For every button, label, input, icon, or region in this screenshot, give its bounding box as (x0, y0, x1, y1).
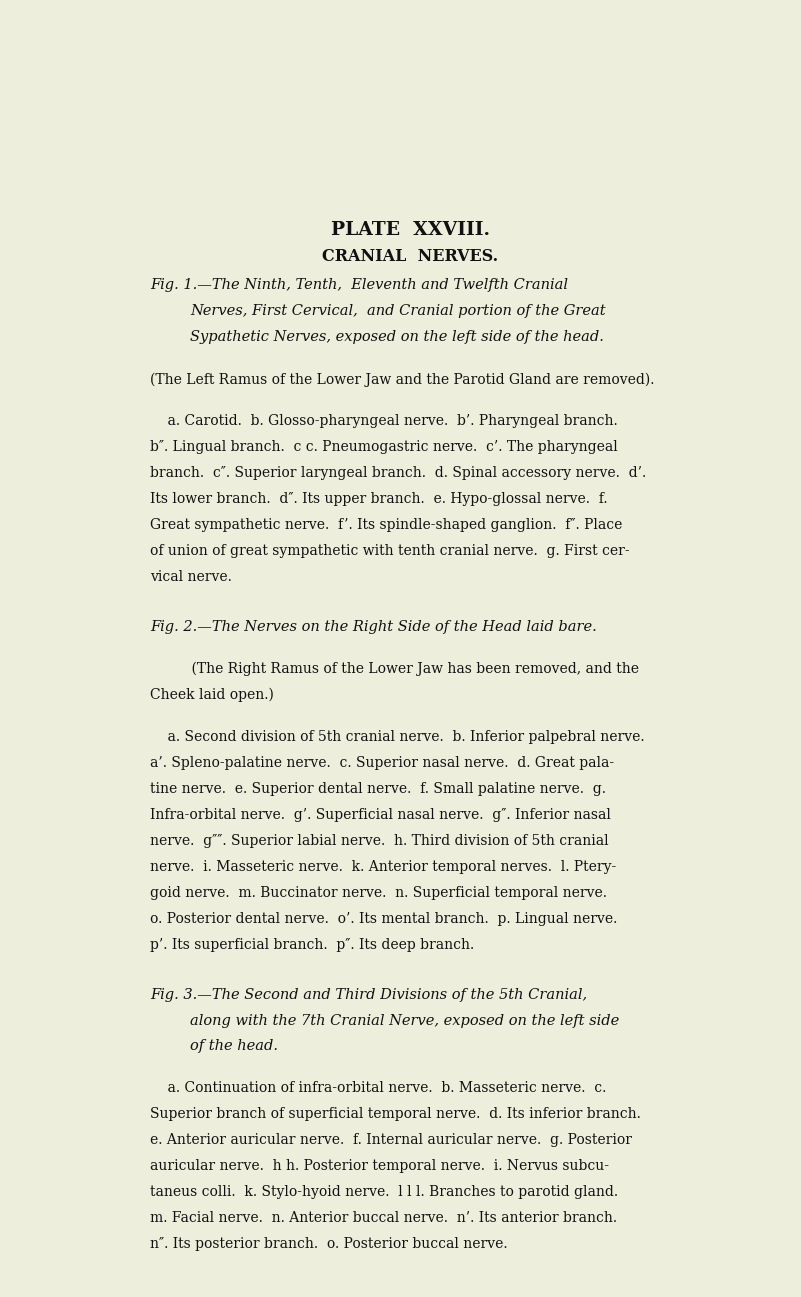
Text: (The Left Ramus of the Lower Jaw and the Parotid Gland are removed).: (The Left Ramus of the Lower Jaw and the… (150, 372, 654, 387)
Text: tine nerve.  e. Superior dental nerve.  f. Small palatine nerve.  g.: tine nerve. e. Superior dental nerve. f.… (150, 782, 606, 796)
Text: o. Posterior dental nerve.  o’. Its mental branch.  p. Lingual nerve.: o. Posterior dental nerve. o’. Its menta… (150, 912, 617, 926)
Text: b″. Lingual branch.  c c. Pneumogastric nerve.  c’. The pharyngeal: b″. Lingual branch. c c. Pneumogastric n… (150, 440, 618, 454)
Text: a. Carotid.  b. Glosso-pharyngeal nerve.  b’. Pharyngeal branch.: a. Carotid. b. Glosso-pharyngeal nerve. … (150, 414, 618, 428)
Text: along with the 7th Cranial Nerve, exposed on the left side: along with the 7th Cranial Nerve, expose… (190, 1013, 619, 1027)
Text: vical nerve.: vical nerve. (150, 571, 231, 584)
Text: goid nerve.  m. Buccinator nerve.  n. Superficial temporal nerve.: goid nerve. m. Buccinator nerve. n. Supe… (150, 886, 607, 900)
Text: Superior branch of superficial temporal nerve.  d. Its inferior branch.: Superior branch of superficial temporal … (150, 1108, 641, 1122)
Text: Nerves, First Cervical,  and Cranial portion of the Great: Nerves, First Cervical, and Cranial port… (190, 305, 606, 319)
Text: Fig. 3.—The Second and Third Divisions of the 5th Cranial,: Fig. 3.—The Second and Third Divisions o… (150, 987, 587, 1001)
Text: Cheek laid open.): Cheek laid open.) (150, 687, 274, 703)
Text: PLATE  XXVIII.: PLATE XXVIII. (331, 220, 490, 239)
Text: a’. Spleno-palatine nerve.  c. Superior nasal nerve.  d. Great pala-: a’. Spleno-palatine nerve. c. Superior n… (150, 756, 614, 770)
Text: branch.  c″. Superior laryngeal branch.  d. Spinal accessory nerve.  d’.: branch. c″. Superior laryngeal branch. d… (150, 466, 646, 480)
Text: Fig. 1.—The Ninth, Tenth,  Eleventh and Twelfth Cranial: Fig. 1.—The Ninth, Tenth, Eleventh and T… (150, 279, 568, 293)
Text: p’. Its superficial branch.  p″. Its deep branch.: p’. Its superficial branch. p″. Its deep… (150, 938, 474, 952)
Text: (The Right Ramus of the Lower Jaw has been removed, and the: (The Right Ramus of the Lower Jaw has be… (174, 661, 639, 676)
Text: Fig. 2.—The Nerves on the Right Side of the Head laid bare.: Fig. 2.—The Nerves on the Right Side of … (150, 620, 597, 634)
Text: e. Anterior auricular nerve.  f. Internal auricular nerve.  g. Posterior: e. Anterior auricular nerve. f. Internal… (150, 1134, 632, 1148)
Text: Sypathetic Nerves, exposed on the left side of the head.: Sypathetic Nerves, exposed on the left s… (190, 331, 604, 345)
Text: a. Continuation of infra-orbital nerve.  b. Masseteric nerve.  c.: a. Continuation of infra-orbital nerve. … (150, 1082, 606, 1096)
Text: a. Second division of 5th cranial nerve.  b. Inferior palpebral nerve.: a. Second division of 5th cranial nerve.… (150, 730, 645, 744)
Text: taneus colli.  k. Stylo-hyoid nerve.  l l l. Branches to parotid gland.: taneus colli. k. Stylo-hyoid nerve. l l … (150, 1185, 618, 1200)
Text: nerve.  g″″. Superior labial nerve.  h. Third division of 5th cranial: nerve. g″″. Superior labial nerve. h. Th… (150, 834, 609, 848)
Text: nerve.  i. Masseteric nerve.  k. Anterior temporal nerves.  l. Ptery-: nerve. i. Masseteric nerve. k. Anterior … (150, 860, 616, 874)
Text: m. Facial nerve.  n. Anterior buccal nerve.  n’. Its anterior branch.: m. Facial nerve. n. Anterior buccal nerv… (150, 1211, 617, 1226)
Text: of union of great sympathetic with tenth cranial nerve.  g. First cer-: of union of great sympathetic with tenth… (150, 545, 630, 558)
Text: of the head.: of the head. (190, 1039, 278, 1053)
Text: Infra-orbital nerve.  g’. Superficial nasal nerve.  g″. Inferior nasal: Infra-orbital nerve. g’. Superficial nas… (150, 808, 610, 822)
Text: CRANIAL  NERVES.: CRANIAL NERVES. (323, 248, 498, 265)
Text: Great sympathetic nerve.  f’. Its spindle-shaped ganglion.  f″. Place: Great sympathetic nerve. f’. Its spindle… (150, 519, 622, 532)
Text: auricular nerve.  h h. Posterior temporal nerve.  i. Nervus subcu-: auricular nerve. h h. Posterior temporal… (150, 1160, 609, 1174)
Text: n″. Its posterior branch.  o. Posterior buccal nerve.: n″. Its posterior branch. o. Posterior b… (150, 1237, 507, 1252)
Text: Its lower branch.  d″. Its upper branch.  e. Hypo-glossal nerve.  f.: Its lower branch. d″. Its upper branch. … (150, 492, 607, 506)
